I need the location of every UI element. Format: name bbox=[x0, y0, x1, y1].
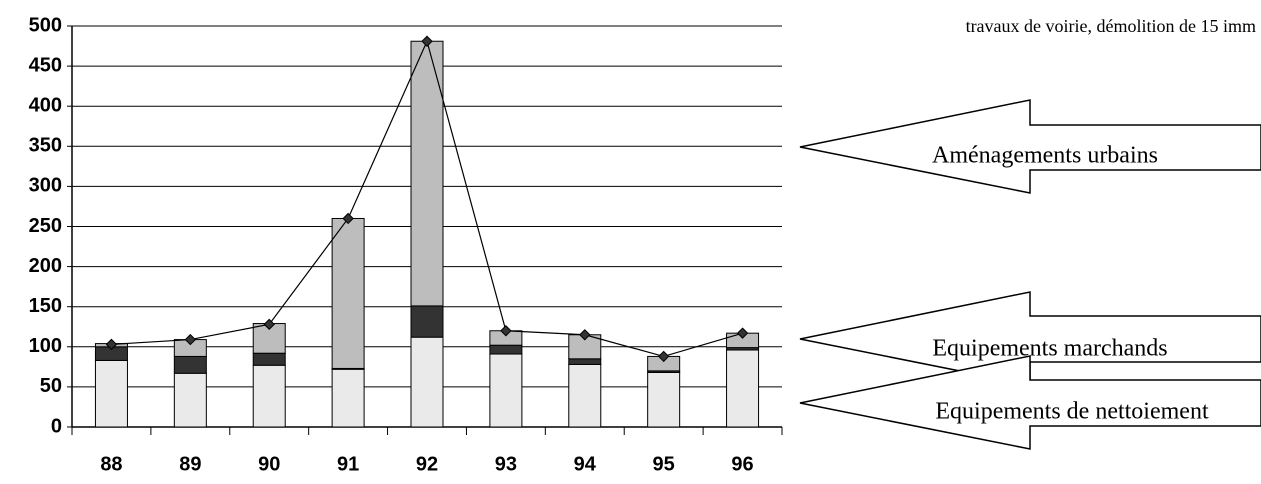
bar-segment bbox=[568, 363, 602, 428]
x-tick-label: 95 bbox=[653, 453, 675, 475]
y-tick-label: 400 bbox=[29, 94, 62, 116]
arrow bbox=[799, 355, 1261, 450]
total-marker bbox=[263, 318, 275, 331]
annotation: Aménagements urbains bbox=[932, 143, 1158, 169]
bar-segment bbox=[94, 359, 128, 428]
x-tick-label: 93 bbox=[495, 453, 517, 475]
x-tick-label: 89 bbox=[179, 453, 201, 475]
y-tick-label: 500 bbox=[29, 14, 62, 36]
arrow bbox=[799, 99, 1261, 194]
x-tick-label: 94 bbox=[574, 453, 597, 475]
bar-segment bbox=[173, 372, 207, 428]
x-tick-label: 92 bbox=[416, 453, 438, 475]
bar-segment bbox=[173, 355, 207, 374]
y-tick-label: 0 bbox=[51, 415, 62, 437]
total-marker bbox=[736, 327, 749, 339]
y-tick-label: 200 bbox=[29, 255, 62, 277]
total-marker bbox=[657, 350, 670, 363]
total-marker bbox=[421, 35, 433, 47]
total-marker bbox=[105, 338, 118, 351]
annotation: Equipements de nettoiement bbox=[935, 399, 1209, 425]
annotation: Equipements marchands bbox=[932, 336, 1167, 362]
x-tick-label: 91 bbox=[337, 453, 359, 475]
bar-segment bbox=[410, 336, 444, 428]
x-tick-label: 90 bbox=[258, 453, 280, 475]
y-tick-label: 150 bbox=[29, 295, 62, 317]
total-marker bbox=[500, 325, 512, 337]
bar-segment bbox=[331, 217, 365, 369]
bar-segment bbox=[410, 305, 444, 338]
bar-segment bbox=[647, 371, 681, 428]
total-marker bbox=[342, 212, 354, 225]
total-marker bbox=[579, 329, 591, 341]
x-tick-label: 96 bbox=[731, 453, 753, 475]
note: travaux de voirie, démolition de 15 imm bbox=[966, 16, 1256, 36]
bar-segment bbox=[252, 352, 286, 366]
y-tick-label: 350 bbox=[29, 135, 62, 157]
y-tick-label: 300 bbox=[29, 175, 62, 197]
y-tick-label: 50 bbox=[40, 375, 62, 397]
bar-segment bbox=[252, 364, 286, 428]
bar-segment bbox=[331, 368, 365, 428]
y-tick-label: 100 bbox=[29, 335, 62, 357]
bar-segment bbox=[410, 40, 444, 307]
y-tick-label: 450 bbox=[29, 54, 62, 76]
x-tick-label: 88 bbox=[100, 453, 122, 475]
bar-segment bbox=[568, 358, 602, 365]
total-marker bbox=[184, 333, 197, 346]
bar-segment bbox=[489, 353, 523, 428]
bar-segment bbox=[726, 349, 760, 428]
bar-segment bbox=[489, 344, 523, 355]
y-tick-label: 250 bbox=[29, 215, 62, 237]
